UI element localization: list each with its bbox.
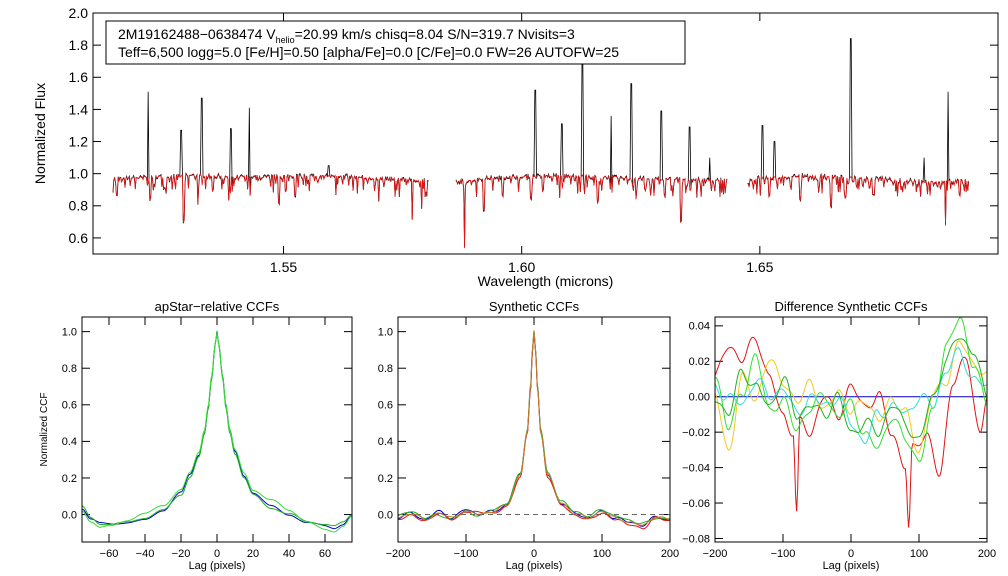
spectrum-ytick-label: 1.8 [69,37,89,53]
apstar-ccf-xtick-label: 20 [247,548,259,560]
difference-ccf-series-diff-3 [714,316,988,462]
difference-ccf-xtick-label: 0 [848,548,854,560]
synthetic-ccf-xtick-label: −200 [386,548,411,560]
apstar-ccf-xtick-label: −60 [100,548,119,560]
spectrum-panel: 1.55 1.60 1.65 0.6 0.8 1.0 1.2 1.4 1.6 1.8 2.0 Wav… [32,5,999,289]
difference-ccf-panel: −200 −100 0 100 200 −0.08 −0.06 −0.04 −0.02 0.00 0… [682,299,996,572]
model-spectrum-chip-1 [112,173,429,223]
synthetic-ccf-ticks: −200 −100 0 100 200 0.0 0.2 0.4 0.6 0.8 1.0 [378,317,679,560]
difference-ccf-ticks: −200 −100 0 100 200 −0.08 −0.06 −0.04 −0.02 0.00 0… [682,317,996,560]
difference-ccf-series-diff-5 [714,338,988,439]
apstar-ccf-xtick-label: 40 [283,548,295,560]
synthetic-ccf-panel: −200 −100 0 100 200 0.0 0.2 0.4 0.6 0.8 1.0 Synthe… [378,299,679,572]
synthetic-ccf-ytick-label: 0.6 [378,400,393,412]
observed-spectrum-chip-3 [747,38,970,225]
apstar-ccf-xtick-label: 60 [319,548,331,560]
apstar-ccf-ytick-label: 0.4 [62,436,77,448]
synthetic-ccf-xtick-label: −100 [454,548,479,560]
synthetic-ccf-series-template [397,330,671,526]
synthetic-ccf-ytick-label: 0.8 [378,363,393,375]
difference-ccf-series [714,316,988,528]
difference-ccf-frame [714,316,988,543]
info-line-1-part1: 2M19162488−0638474 V [118,26,276,42]
spectrum-xtick-label: 1.65 [746,259,773,275]
apstar-ccf-ytick-label: 0.0 [62,509,77,521]
synthetic-ccf-xlabel: Lag (pixels) [506,560,563,572]
model-spectrum-chip-3 [747,173,970,226]
difference-ccf-ytick-label: −0.06 [682,498,710,510]
spectrum-frame [92,12,999,255]
synthetic-ccf-title: Synthetic CCFs [489,299,580,314]
apstar-ccf-frame [81,316,353,543]
spectrum-ytick-label: 1.2 [69,133,89,149]
info-line-1-sub: helio [276,35,295,45]
synthetic-ccf-xtick-label: 100 [593,548,611,560]
apstar-ccf-xtick-label: −20 [172,548,191,560]
synthetic-ccf-ytick-label: 0.0 [378,509,393,521]
apstar-ccf-ytick-label: 0.6 [62,400,77,412]
difference-ccf-title: Difference Synthetic CCFs [775,299,928,314]
difference-ccf-xlabel: Lag (pixels) [823,560,880,572]
synthetic-ccf-series-visit-3 [397,331,671,530]
difference-ccf-xtick-label: −100 [771,548,796,560]
difference-ccf-ytick-label: 0.02 [689,356,710,368]
synthetic-ccf-ytick-label: 1.0 [378,326,393,338]
apstar-ccf-ylabel: Normalized CCF [39,393,50,467]
spectrum-xtick-label: 1.60 [508,259,535,275]
apstar-ccf-ticks: −60 −40 −20 0 20 40 60 0.0 0.2 0.4 0.6 0.8 1.0 [62,317,352,560]
info-line-1-part2: =20.99 km/s chisq=8.04 S/N=319.7 Nvisits… [295,26,575,42]
info-line-2: Teff=6,500 logg=5.0 [Fe/H]=0.50 [alpha/F… [118,44,619,60]
info-box: 2M19162488−0638474 Vhelio=20.99 km/s chi… [105,20,686,65]
difference-ccf-ytick-label: −0.04 [682,462,710,474]
apstar-ccf-ytick-label: 0.8 [62,363,77,375]
synthetic-ccf-xtick-label: 200 [661,548,679,560]
spectrum-ticks: 1.55 1.60 1.65 0.6 0.8 1.0 1.2 1.4 1.6 1.8 2.0 [69,5,998,275]
apstar-ccf-ytick-label: 0.2 [62,473,77,485]
spectrum-ytick-label: 1.4 [69,101,89,117]
spectrum-ytick-label: 1.0 [69,166,89,182]
apstar-ccf-title: apStar−relative CCFs [155,299,280,314]
difference-ccf-xtick-label: −200 [703,548,728,560]
synthetic-ccf-series-visit-1 [397,331,671,527]
difference-ccf-series-diff-4 [714,346,988,444]
apstar-ccf-xtick-label: 0 [214,548,220,560]
spectrum-xlabel: Wavelength (microns) [478,273,614,289]
difference-ccf-ytick-label: −0.08 [682,533,710,545]
info-line-1: 2M19162488−0638474 Vhelio=20.99 km/s chi… [118,26,575,45]
model-spectrum-chip-2 [455,173,728,249]
spectrum-ylabel: Normalized Flux [32,83,48,184]
apstar-ccf-series [81,330,353,533]
synthetic-ccf-series [397,330,671,530]
observed-spectrum-chip-1 [112,91,429,224]
info-box-frame [105,20,686,65]
synthetic-ccf-frame [397,316,671,543]
synthetic-ccf-xtick-label: 0 [531,548,537,560]
spectrum-series [112,38,970,249]
synthetic-ccf-series-visit-2 [397,330,671,525]
difference-ccf-xtick-label: 100 [910,548,928,560]
spectrum-ytick-label: 2.0 [69,5,89,21]
observed-spectrum-chip-2 [455,62,728,248]
difference-ccf-xtick-label: 200 [978,548,996,560]
spectrum-xtick-label: 1.55 [270,259,297,275]
apstar-ccf-xtick-label: −40 [136,548,155,560]
spectrum-ytick-label: 0.6 [69,230,89,246]
apstar-ccf-xlabel: Lag (pixels) [189,560,246,572]
apstar-ccf-panel: −60 −40 −20 0 20 40 60 0.0 0.2 0.4 0.6 0.8 1.0 apSta… [39,299,353,572]
difference-ccf-ytick-label: 0.04 [689,321,710,333]
apstar-ccf-series-visit-3 [81,333,353,533]
apstar-ccf-ytick-label: 1.0 [62,326,77,338]
difference-ccf-series-diff-2 [714,340,988,454]
difference-ccf-ytick-label: −0.02 [682,427,710,439]
synthetic-ccf-ytick-label: 0.4 [378,436,393,448]
synthetic-ccf-ytick-label: 0.2 [378,473,393,485]
difference-ccf-series-diff-1 [714,336,988,528]
spectrum-ytick-label: 0.8 [69,198,89,214]
spectrum-ytick-label: 1.6 [69,69,89,85]
difference-ccf-ytick-label: 0.00 [689,392,710,404]
apstar-ccf-series-visit-2 [81,330,353,527]
apstar-ccf-series-visit-1 [81,331,353,530]
